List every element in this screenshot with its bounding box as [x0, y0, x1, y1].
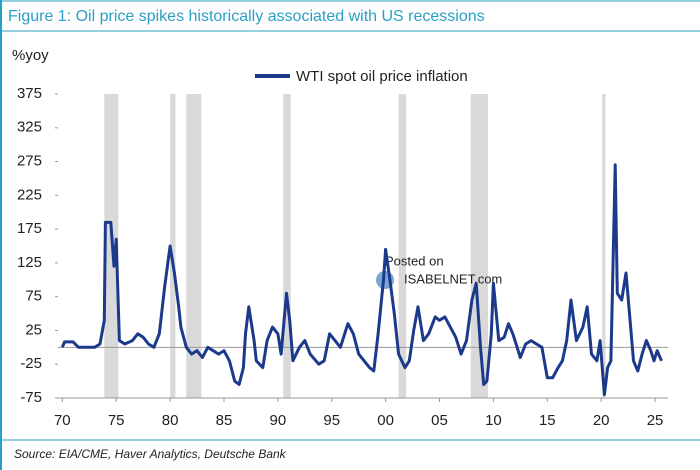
- recession-band: [283, 94, 291, 398]
- x-tick-label: 95: [323, 412, 340, 429]
- x-tick-label: 00: [377, 412, 394, 429]
- y-tick-label: 75: [25, 288, 42, 305]
- x-tick-label: 85: [216, 412, 233, 429]
- x-tick-label: 90: [270, 412, 287, 429]
- y-tick-label: 125: [17, 254, 42, 271]
- recession-band: [186, 94, 202, 398]
- y-tick-label: 175: [17, 220, 42, 237]
- y-axis-label: %yoy: [12, 47, 49, 64]
- x-tick-label: 15: [539, 412, 556, 429]
- source: Source: EIA/CME, Haver Analytics, Deutsc…: [14, 447, 287, 461]
- recession-band: [398, 94, 407, 398]
- recession-band: [602, 94, 606, 398]
- y-tick-label: 325: [17, 119, 42, 136]
- x-tick-label: 70: [54, 412, 71, 429]
- legend-label: WTI spot oil price inflation: [296, 68, 468, 85]
- y-tick-label: 375: [17, 85, 42, 102]
- x-tick-label: 05: [431, 412, 448, 429]
- y-tick-label: 225: [17, 186, 42, 203]
- watermark: Posted on: [385, 253, 444, 268]
- recession-band: [470, 94, 489, 398]
- x-tick-label: 80: [162, 412, 179, 429]
- y-tick-label: -25: [20, 355, 42, 372]
- y-tick-label: 25: [25, 321, 42, 338]
- x-tick-label: 10: [485, 412, 502, 429]
- y-tick-label: 275: [17, 153, 42, 170]
- recession-band: [170, 94, 176, 398]
- x-tick-label: 20: [593, 412, 610, 429]
- x-tick-label: 25: [647, 412, 664, 429]
- y-tick-label: -75: [20, 389, 42, 406]
- chart-title: Figure 1: Oil price spikes historically …: [8, 8, 485, 25]
- watermark: ISABELNET.com: [404, 271, 502, 286]
- x-tick-label: 75: [108, 412, 125, 429]
- line: [60, 163, 663, 397]
